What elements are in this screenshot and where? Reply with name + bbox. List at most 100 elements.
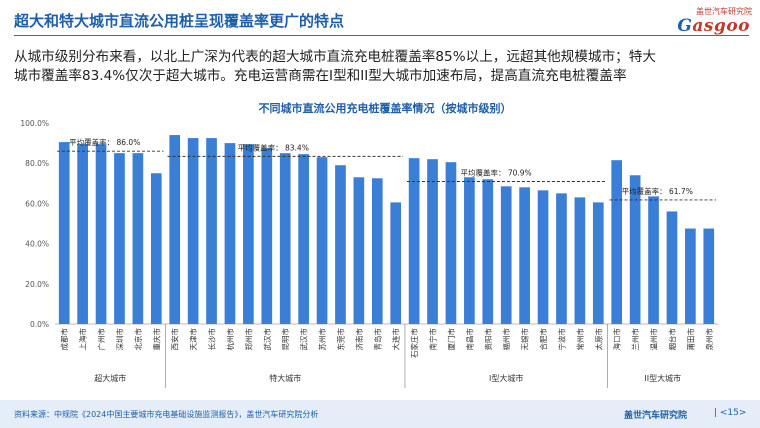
bar <box>114 153 125 324</box>
y-tick-label: 20.0% <box>25 280 49 289</box>
footer-band <box>0 400 760 428</box>
bar <box>335 165 346 324</box>
x-tick-label: 贵阳市 <box>483 328 493 351</box>
x-tick-label: 泉州市 <box>704 328 714 351</box>
page-number: | <15> <box>714 408 747 418</box>
x-tick-label: 郑州市 <box>243 328 253 351</box>
title-divider <box>14 35 749 36</box>
logo-caption: 盖世汽车研究院 <box>696 7 752 16</box>
x-tick-label: 温州市 <box>649 328 659 351</box>
intro-text: 从城市级别分布来看，以北上广深为代表的超大城市直流充电桩覆盖率85%以上，远超其… <box>14 48 749 86</box>
x-tick-label: 重庆市 <box>151 328 161 351</box>
coverage-bar-chart: 不同城市直流公用充电桩覆盖率情况（按城市级别） 0.0% 20.0% 40.0% 60… <box>20 101 718 388</box>
bar <box>611 160 623 324</box>
bar <box>132 153 144 324</box>
bar <box>169 135 181 324</box>
bar <box>353 177 365 324</box>
bar <box>261 148 273 324</box>
slide-title: 超大和特大城市直流公用桩呈现覆盖率更广的特点 <box>14 12 345 30</box>
x-tick-label: 石家庄市 <box>409 328 419 358</box>
x-tick-label: 海口市 <box>612 328 622 351</box>
x-tick-label: 宁波市 <box>556 328 566 351</box>
y-tick-label: 60.0% <box>25 199 49 208</box>
bar <box>482 179 494 324</box>
average-label: 平均覆盖率： 86.0% <box>69 137 140 147</box>
chart-title: 不同城市直流公用充电桩覆盖率情况（按城市级别） <box>259 101 512 115</box>
bar <box>150 173 162 324</box>
x-tick-label: 南昌市 <box>464 328 474 351</box>
x-tick-label: 武汉市 <box>299 328 309 351</box>
x-tick-label: 常州市 <box>575 328 585 351</box>
x-tick-label: 南宁市 <box>428 328 438 351</box>
x-tick-label: 成都市 <box>59 328 69 351</box>
bar <box>408 158 420 324</box>
bar <box>206 138 217 324</box>
x-tick-label: 无锡市 <box>520 328 530 351</box>
x-tick-label: 东莞市 <box>335 328 345 351</box>
group-label: I型大城市 <box>489 373 523 383</box>
bar <box>243 144 254 324</box>
x-tick-label: 兰州市 <box>630 328 640 351</box>
x-tick-label: 烟台市 <box>667 328 677 351</box>
x-tick-label: 西安市 <box>170 328 180 351</box>
x-tick-label: 长沙市 <box>207 328 217 351</box>
bar <box>58 142 70 324</box>
bar <box>592 202 604 324</box>
bar <box>537 190 549 324</box>
bar <box>95 144 107 324</box>
y-tick-label: 0.0% <box>30 320 49 329</box>
x-tick-label: 合肥市 <box>538 328 548 351</box>
bar <box>464 177 475 324</box>
y-tick-label: 80.0% <box>25 159 49 168</box>
x-tick-label: 上海市 <box>78 328 88 351</box>
bar <box>556 193 567 324</box>
average-label: 平均覆盖率： 61.7% <box>622 186 693 196</box>
footer-brand: 盖世汽车研究院 <box>624 411 688 421</box>
x-tick-label: 福州市 <box>501 328 511 351</box>
x-tick-label: 昆明市 <box>280 328 290 351</box>
x-tick-label: 苏州市 <box>317 328 327 351</box>
logo-wordmark: Gasgoo <box>677 16 750 36</box>
intro-line-1: 从城市级别分布来看，以北上广深为代表的超大城市直流充电桩覆盖率85%以上，远超其… <box>14 49 656 65</box>
bar <box>629 175 641 324</box>
x-tick-label: 武汉市 <box>262 328 272 351</box>
x-tick-label: 厦门市 <box>446 328 456 351</box>
source-note: 资料来源：中规院《2024中国主要城市充电基础设施监测报告》，盖世汽车研究院分析 <box>14 410 319 419</box>
x-tick-label: 深圳市 <box>114 328 124 351</box>
bar <box>371 178 383 324</box>
x-tick-label: 大连市 <box>391 328 401 351</box>
x-tick-label: 北京市 <box>133 328 143 351</box>
x-tick-label: 济南市 <box>354 328 364 351</box>
bar <box>77 144 88 324</box>
logo-rest: asgoo <box>692 16 750 36</box>
logo-letter: G <box>677 16 693 36</box>
average-label: 平均覆盖率： 83.4% <box>238 142 309 152</box>
gasgoo-logo: 盖世汽车研究院 Gasgoo <box>648 6 752 36</box>
bar <box>298 154 309 324</box>
x-tick-label: 青岛市 <box>372 328 382 351</box>
bar <box>279 153 291 324</box>
bar <box>519 187 530 324</box>
bar <box>224 143 236 324</box>
intro-line-2: 城市覆盖率83.4%仅次于超大城市。充电运营商需在I型和II型大城市加速布局，提… <box>14 68 627 84</box>
average-label: 平均覆盖率： 70.9% <box>460 167 531 177</box>
bar <box>648 196 659 324</box>
bar <box>427 159 438 324</box>
y-tick-label: 40.0% <box>25 240 49 249</box>
bar <box>187 138 199 324</box>
bar <box>445 162 457 324</box>
bar <box>685 228 696 324</box>
bar <box>703 228 715 324</box>
group-label: 特大城市 <box>269 373 301 383</box>
x-tick-label: 莆田市 <box>685 328 695 351</box>
x-tick-label: 杭州市 <box>225 328 235 351</box>
bar <box>666 211 678 324</box>
x-tick-label: 广州市 <box>96 328 106 351</box>
bar <box>390 202 402 324</box>
bar <box>500 186 512 324</box>
group-label: 超大城市 <box>94 373 126 383</box>
bar <box>316 157 328 324</box>
x-tick-label: 天津市 <box>188 328 198 351</box>
bar <box>574 197 586 324</box>
group-label: II型大城市 <box>644 373 681 383</box>
